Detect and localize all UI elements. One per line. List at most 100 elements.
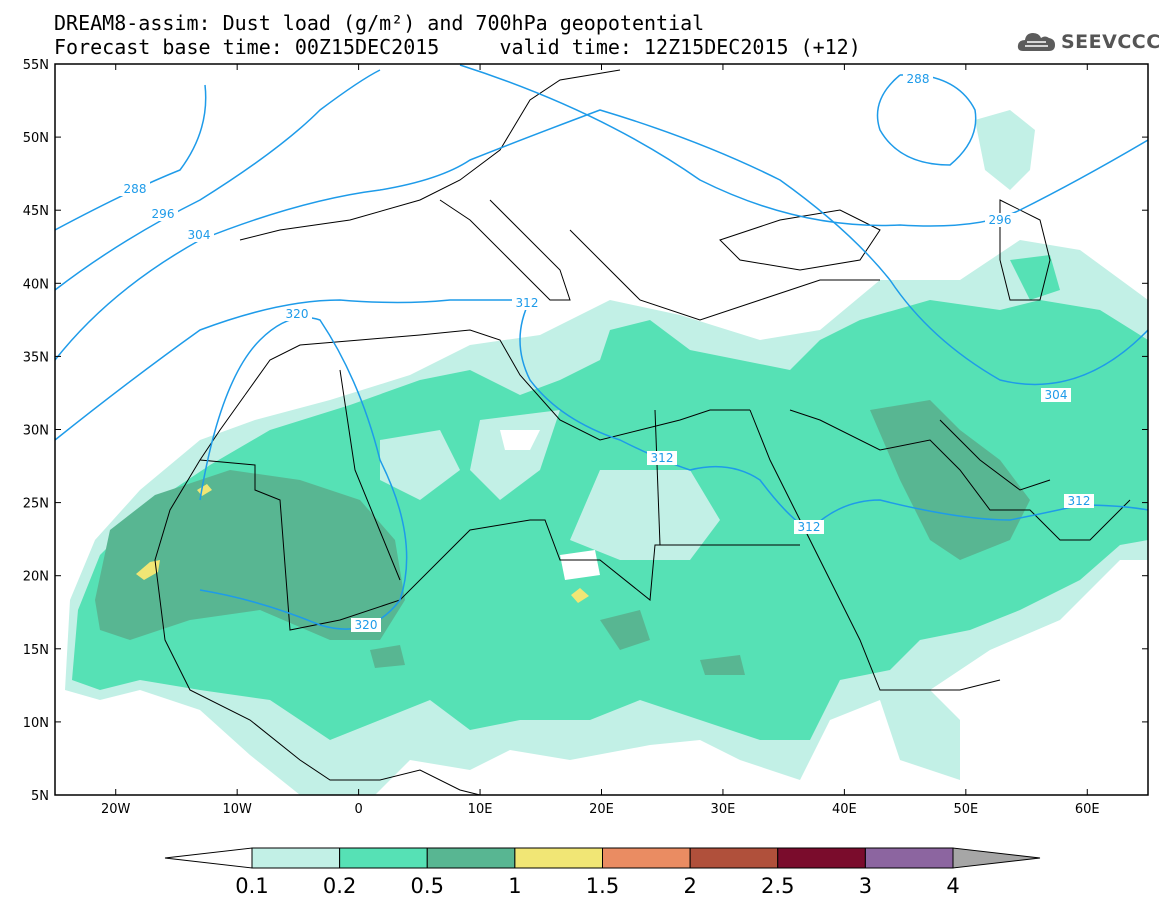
- contour-296-west: [55, 69, 381, 291]
- colorbar-min-triangle: [164, 847, 253, 869]
- contour-label-bg: [903, 72, 933, 86]
- axis-ticks: 20W 10W 0 10E 20E 30E 40E 50E 60E 55N 50N 45N 40N 35N…: [23, 58, 1148, 817]
- colorbar-label: 0.5: [411, 874, 444, 898]
- lat-label: 50N: [23, 131, 49, 146]
- logo-text: SEEVCCC: [1061, 31, 1161, 53]
- contour-label-bg: [148, 207, 178, 221]
- contour-296-east: [459, 64, 1148, 227]
- contour-320: [199, 316, 408, 630]
- dust-clear-4: [560, 550, 600, 580]
- dust-clear-2: [500, 430, 540, 450]
- dust-region-0.1-ne: [975, 110, 1035, 190]
- lon-label: 20E: [589, 802, 614, 817]
- colorbar-max-triangle: [952, 847, 1041, 869]
- contour-label-bg: [985, 213, 1015, 227]
- dust-clear-5: [380, 430, 460, 500]
- colorbar-label: 0.2: [323, 874, 356, 898]
- lon-label: 10W: [222, 802, 252, 817]
- lat-label: 10N: [23, 716, 49, 731]
- colorbar-label: 2: [683, 874, 696, 898]
- contour-label-312: 312: [651, 451, 674, 465]
- lon-label: 50E: [953, 802, 978, 817]
- lat-label: 30N: [23, 424, 49, 439]
- coastline-black-sea: [719, 209, 881, 271]
- colorbar-label: 2.5: [761, 874, 794, 898]
- lon-label: 30E: [711, 802, 736, 817]
- colorbar-segment: [689, 847, 779, 869]
- colorbar-segment: [864, 847, 954, 869]
- lat-label: 5N: [31, 789, 49, 804]
- coastline-europe: [239, 69, 621, 241]
- map-title: DREAM8-assim: Dust load (g/m²) and 700hP…: [54, 11, 705, 35]
- dust-region-1-chad: [571, 588, 589, 603]
- dust-clear-3: [570, 470, 720, 560]
- contour-label-304: 304: [1045, 388, 1068, 402]
- lat-label: 40N: [23, 277, 49, 292]
- contour-label-bg: [351, 618, 381, 632]
- coastline-africa-west: [154, 394, 481, 795]
- contour-288-west: [55, 84, 207, 231]
- contour-label-312: 312: [516, 296, 539, 310]
- lat-label: 45N: [23, 204, 49, 219]
- colorbar-segment: [602, 847, 691, 869]
- lat-label: 25N: [23, 497, 49, 512]
- map-subtitle: Forecast base time: 00Z15DEC2015 valid t…: [54, 35, 861, 59]
- border-libya-egypt: [654, 409, 661, 546]
- contour-label-bg: [647, 451, 677, 465]
- dust-region-0.5-nigeria: [370, 645, 405, 668]
- colorbar-label: 1: [508, 874, 521, 898]
- colorbar-segment: [251, 847, 341, 869]
- contour-312: [55, 299, 1148, 531]
- coastlines: [154, 69, 1131, 795]
- contour-label-bg: [1041, 388, 1071, 402]
- contour-label-312: 312: [1068, 494, 1091, 508]
- seevccc-logo: SEEVCCC: [1017, 27, 1161, 57]
- contour-label-296: 296: [152, 207, 175, 221]
- colorbar-label: 4: [946, 874, 959, 898]
- border-sahara: [199, 459, 800, 631]
- contour-label-320: 320: [286, 307, 309, 321]
- coastline-north-africa: [244, 329, 750, 441]
- lat-label: 55N: [23, 58, 49, 73]
- dust-region-0.5-chad: [600, 610, 650, 650]
- lat-label: 15N: [23, 643, 49, 658]
- lon-label: 0: [354, 802, 362, 817]
- coastline-caspian: [999, 199, 1051, 301]
- dust-region-0.5-sudan: [700, 655, 745, 675]
- contour-label-320: 320: [355, 618, 378, 632]
- border-algeria: [339, 369, 401, 581]
- contour-label-312: 312: [798, 520, 821, 534]
- dust-region-1-mauritania: [136, 560, 160, 580]
- coastline-italy: [439, 199, 571, 301]
- lon-label: 60E: [1075, 802, 1100, 817]
- contour-label-296: 296: [989, 213, 1012, 227]
- contour-304-west: [55, 109, 1148, 386]
- lon-label: 20W: [101, 802, 131, 817]
- colorbar-segment: [426, 847, 516, 869]
- contour-labels: 288 296 304 320 312 312 312 320 288 296 …: [120, 72, 1094, 632]
- coastline-persian-gulf: [939, 419, 1051, 491]
- contour-label-bg: [794, 520, 824, 534]
- colorbar-label: 0.1: [235, 874, 268, 898]
- coastline-red-sea: [749, 409, 1001, 691]
- contour-label-bg: [512, 296, 542, 310]
- colorbar-label: 1.5: [586, 874, 619, 898]
- contour-label-bg: [1064, 494, 1094, 508]
- dust-region-0.2-ne: [1010, 255, 1060, 300]
- lat-label: 20N: [23, 570, 49, 585]
- colorbar-segment: [777, 847, 866, 869]
- coastline-balkans: [569, 229, 880, 321]
- colorbar: 0.1 0.2 0.5 1 1.5 2 2.5 3 4: [164, 847, 1041, 898]
- coastline-arabia: [789, 409, 1131, 541]
- contour-label-bg: [184, 228, 214, 242]
- lon-label: 40E: [832, 802, 857, 817]
- contour-label-bg: [120, 182, 150, 196]
- geopotential-contours: [55, 64, 1148, 630]
- lon-label: 10E: [468, 802, 493, 817]
- contour-288-east: [876, 74, 977, 166]
- colorbar-segment: [339, 847, 428, 869]
- contour-label-304: 304: [188, 228, 211, 242]
- contour-label-bg: [282, 307, 312, 321]
- colorbar-label: 3: [859, 874, 872, 898]
